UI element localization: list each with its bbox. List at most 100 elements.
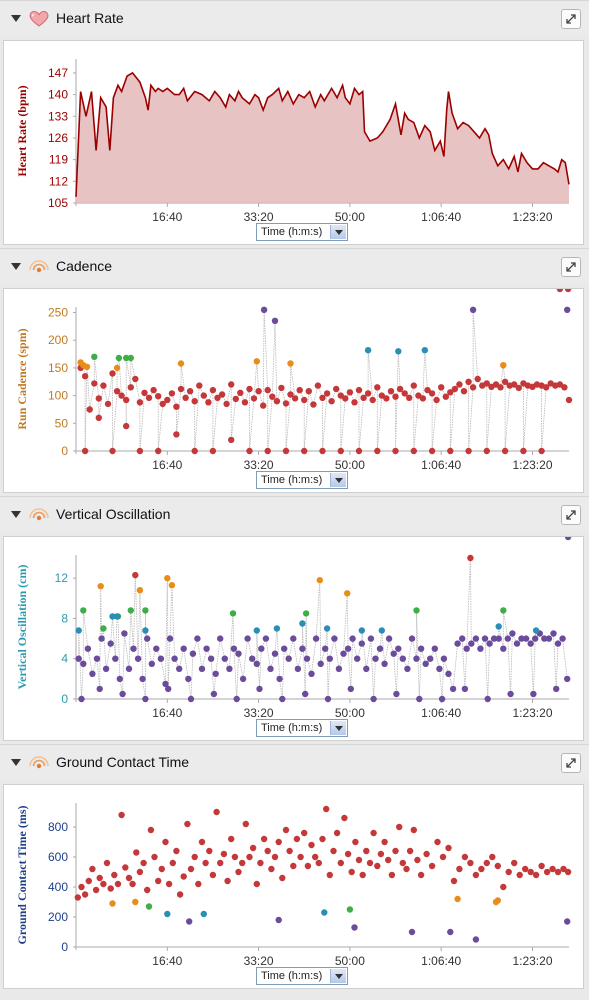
y-axis-label: Run Cadence (spm) — [15, 328, 29, 429]
data-point-purple — [221, 655, 228, 662]
data-point-red — [111, 871, 118, 879]
data-point-purple — [416, 695, 423, 703]
data-point-red — [290, 862, 297, 870]
x-tick-label: 1:06:40 — [421, 706, 461, 720]
data-point-orange — [287, 360, 294, 367]
data-point-red — [456, 865, 463, 873]
chevron-down-icon[interactable] — [330, 969, 346, 983]
panel-header[interactable]: Ground Contact Time — [0, 744, 589, 781]
data-point-red — [275, 838, 282, 846]
time-unit-select[interactable]: Time (h:m:s) — [256, 223, 348, 241]
data-point-blue — [142, 627, 149, 634]
y-tick-label: 112 — [49, 174, 68, 188]
collapse-triangle-icon[interactable] — [11, 511, 21, 518]
data-point-red — [223, 400, 230, 408]
data-point-red — [235, 868, 242, 876]
chevron-down-icon[interactable] — [330, 721, 346, 735]
data-point-red — [447, 447, 454, 455]
data-point-red — [301, 396, 308, 404]
data-point-red — [308, 841, 315, 849]
data-point-red — [96, 874, 103, 882]
data-point-red — [348, 868, 355, 876]
data-point-red — [165, 880, 173, 888]
expand-button[interactable] — [561, 9, 581, 29]
data-point-purple — [189, 650, 197, 657]
data-point-red — [406, 394, 413, 401]
data-point-red — [450, 877, 458, 885]
data-point-red — [246, 447, 253, 455]
data-point-purple — [351, 924, 358, 931]
expand-icon — [566, 262, 576, 272]
cadence-panel: Cadence 0 50 100 150 200 250 16:40 33:20 50:00 1:… — [0, 248, 589, 496]
data-point-red — [125, 874, 133, 882]
time-unit-select[interactable]: Time (h:m:s) — [256, 967, 348, 985]
collapse-triangle-icon[interactable] — [11, 15, 21, 22]
data-point-purple — [279, 695, 286, 703]
data-point-purple — [302, 690, 309, 698]
data-point-red — [439, 853, 447, 861]
data-point-red — [282, 400, 290, 407]
data-point-purple — [239, 675, 247, 683]
y-axis-label: Heart Rate (bpm) — [15, 85, 29, 176]
data-point-purple — [564, 918, 571, 925]
data-point-red — [538, 862, 545, 870]
time-unit-select[interactable]: Time (h:m:s) — [256, 471, 348, 489]
time-unit-label: Time (h:m:s) — [261, 970, 323, 982]
data-point-blue — [378, 627, 385, 634]
expand-button[interactable] — [561, 753, 581, 773]
data-point-red — [428, 390, 436, 397]
data-point-purple — [427, 655, 434, 662]
data-point-purple — [390, 650, 397, 657]
chevron-down-icon[interactable] — [330, 225, 346, 239]
data-point-red — [445, 844, 452, 852]
panel-title: Heart Rate — [56, 10, 124, 26]
data-point-red — [377, 850, 385, 858]
data-point-purple — [347, 685, 354, 693]
collapse-triangle-icon[interactable] — [11, 759, 21, 766]
data-point-red — [123, 422, 130, 430]
chart-area: 0 4 8 12 16:40 33:20 50:00 1:06:40 1:23:20 Vertic… — [3, 536, 584, 741]
time-unit-label: Time (h:m:s) — [261, 226, 323, 238]
data-point-red — [330, 847, 337, 855]
panel-header[interactable]: Vertical Oscillation — [0, 496, 589, 533]
data-point-purple — [139, 675, 146, 683]
data-point-red — [301, 447, 308, 455]
data-point-purple — [233, 695, 240, 703]
data-point-purple — [89, 670, 96, 677]
data-point-purple — [472, 635, 480, 642]
y-tick-label: 8 — [61, 611, 68, 625]
panel-header[interactable]: Cadence — [0, 248, 589, 285]
time-unit-select[interactable]: Time (h:m:s) — [256, 719, 348, 737]
data-point-purple — [436, 665, 443, 672]
data-point-red — [89, 865, 96, 873]
data-point-red — [155, 393, 162, 400]
expand-button[interactable] — [561, 257, 581, 277]
panel-header[interactable]: Heart Rate — [0, 0, 589, 37]
collapse-triangle-icon[interactable] — [11, 263, 21, 270]
data-point-red — [565, 396, 573, 404]
expand-button[interactable] — [561, 505, 581, 525]
data-point-purple — [102, 665, 110, 672]
data-point-red — [460, 388, 468, 395]
data-point-red — [95, 395, 103, 402]
data-point-red — [180, 873, 187, 880]
data-point-purple — [153, 645, 160, 652]
data-point-red — [250, 395, 258, 402]
data-point-purple — [445, 670, 452, 677]
x-tick-label: 16:40 — [152, 210, 182, 224]
data-point-purple — [125, 665, 133, 672]
data-point-red — [355, 447, 363, 455]
data-point-red — [374, 862, 381, 870]
data-point-red — [561, 384, 568, 391]
data-point-red — [549, 865, 556, 873]
data-point-blue — [421, 347, 428, 354]
data-point-red — [465, 447, 472, 455]
data-point-purple — [461, 685, 469, 693]
data-point-red — [237, 389, 244, 396]
data-point-red — [467, 554, 474, 562]
data-point-red — [328, 398, 335, 405]
chevron-down-icon[interactable] — [330, 473, 346, 487]
data-point-blue — [200, 910, 207, 918]
data-point-red — [527, 868, 534, 876]
data-point-orange — [177, 360, 185, 367]
